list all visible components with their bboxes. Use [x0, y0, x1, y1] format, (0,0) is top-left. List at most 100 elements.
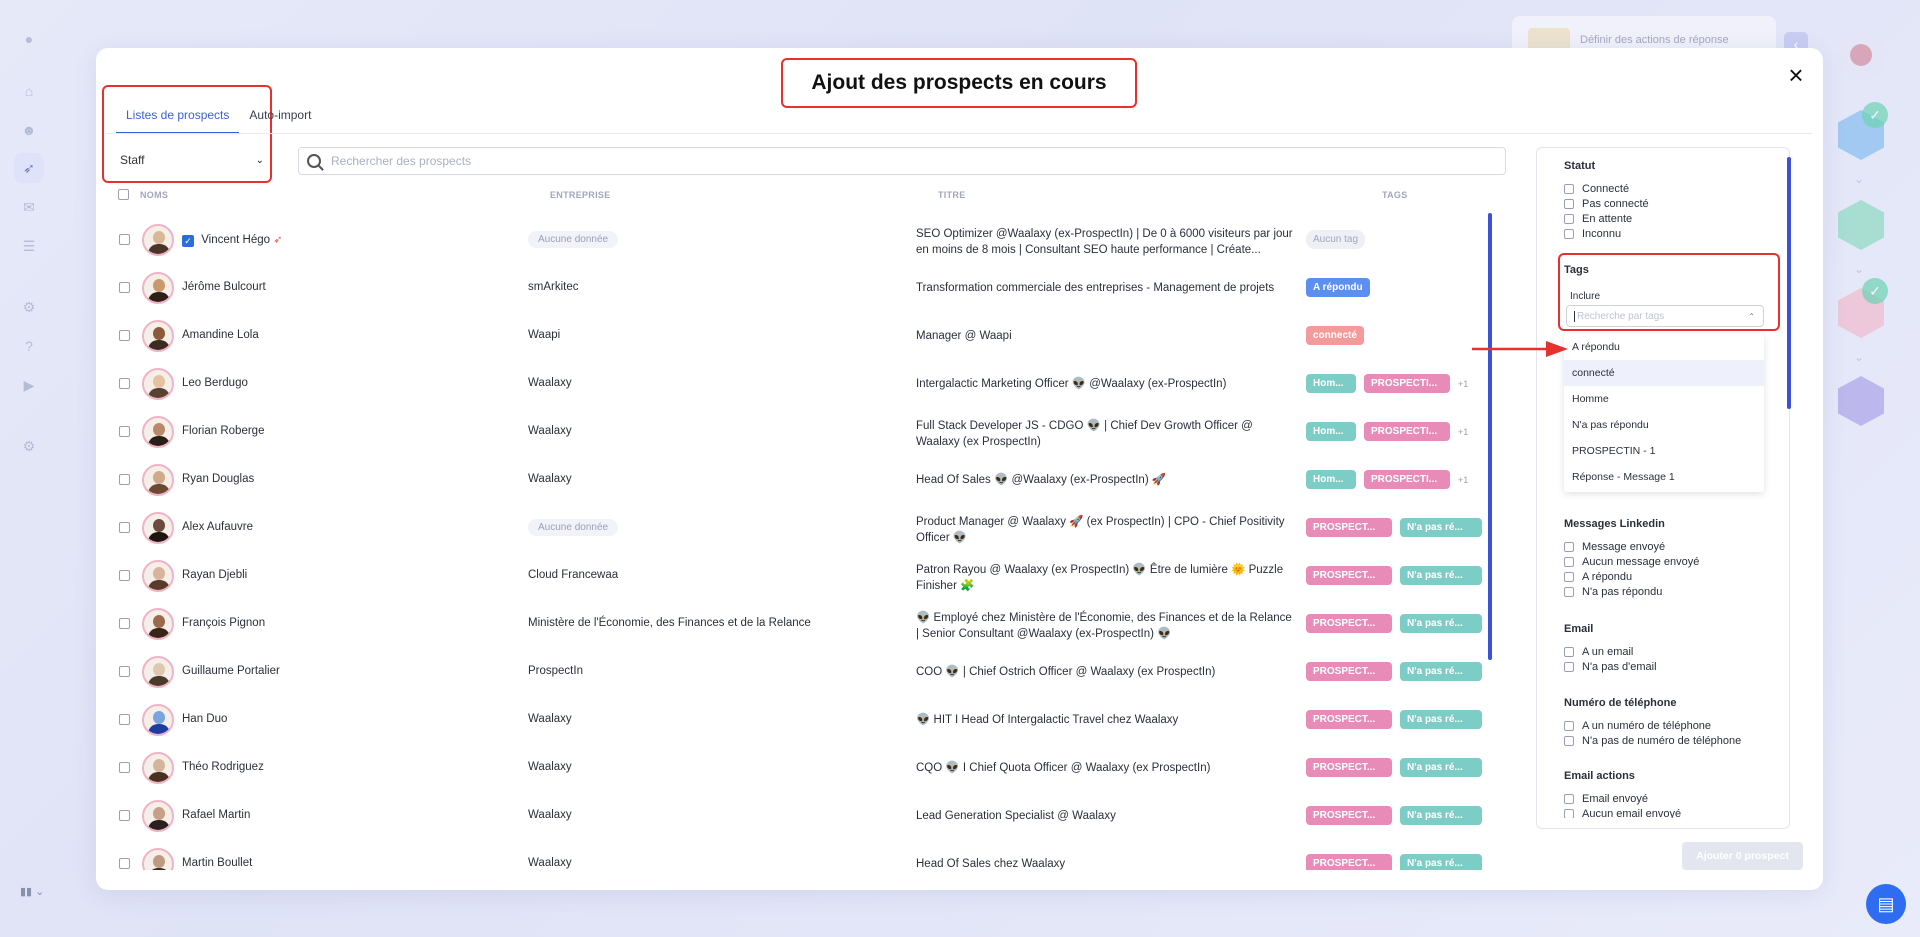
table-row[interactable]: François Pignon Ministère de l'Économie,…	[116, 600, 1516, 648]
support-chat-icon[interactable]: ▤	[1866, 884, 1906, 924]
filter-option[interactable]: En attente	[1564, 211, 1649, 226]
filter-option[interactable]: A un numéro de téléphone	[1564, 718, 1741, 733]
user-avatar[interactable]	[1836, 30, 1886, 80]
row-checkbox[interactable]	[119, 426, 130, 437]
row-checkbox[interactable]	[119, 570, 130, 581]
row-checkbox[interactable]	[119, 330, 130, 341]
filter-checkbox[interactable]	[1564, 571, 1574, 582]
prospect-name[interactable]: Florian Roberge	[182, 425, 264, 437]
select-all-checkbox[interactable]	[118, 189, 129, 200]
row-checkbox[interactable]	[119, 474, 130, 485]
filter-option[interactable]: A répondu	[1564, 569, 1699, 584]
language-flag-icon[interactable]: ▮▮ ⌄	[20, 886, 45, 898]
settings-icon[interactable]: ⚙	[22, 437, 36, 454]
filter-option[interactable]: Message envoyé	[1564, 539, 1699, 554]
tab-prospect-lists[interactable]: Listes de prospects	[116, 108, 240, 134]
home-icon[interactable]: ⌂	[24, 83, 34, 99]
gear-icon[interactable]: ⚙	[22, 298, 36, 315]
table-row[interactable]: Florian Roberge Waalaxy Full Stack Devel…	[116, 408, 1516, 456]
table-row[interactable]: Jérôme Bulcourt smArkitec Transformation…	[116, 264, 1516, 312]
tag-option[interactable]: N'a pas répondu	[1572, 419, 1649, 431]
close-icon[interactable]: ×	[1788, 60, 1804, 90]
row-checkbox[interactable]	[119, 858, 130, 869]
table-row[interactable]: Alex Aufauvre Aucune donnée Product Mana…	[116, 504, 1516, 552]
table-row[interactable]: Leo Berdugo Waalaxy Intergalactic Market…	[116, 360, 1516, 408]
table-row[interactable]: ✓ Vincent Hégo ➶ Aucune donnée SEO Optim…	[116, 216, 1516, 264]
row-checkbox[interactable]	[119, 378, 130, 389]
row-checkbox[interactable]	[119, 618, 130, 629]
table-row[interactable]: Martin Boullet Waalaxy Head Of Sales che…	[116, 840, 1516, 870]
filter-checkbox[interactable]	[1564, 541, 1574, 552]
prospect-list-select[interactable]: Staff ⌄	[116, 148, 268, 172]
prospect-name[interactable]: François Pignon	[182, 617, 265, 629]
row-checkbox[interactable]	[119, 714, 130, 725]
filter-option[interactable]: A un email	[1564, 644, 1657, 659]
filter-checkbox[interactable]	[1564, 646, 1574, 657]
more-tags[interactable]: +1	[1458, 378, 1469, 389]
tab-auto-import[interactable]: Auto-import	[249, 108, 312, 122]
filter-option[interactable]: Email envoyé	[1564, 791, 1681, 806]
filter-checkbox[interactable]	[1564, 661, 1574, 672]
filter-checkbox[interactable]	[1564, 213, 1574, 224]
table-row[interactable]: Rafael Martin Waalaxy Lead Generation Sp…	[116, 792, 1516, 840]
table-row[interactable]: Théo Rodriguez Waalaxy CQO 👽 I Chief Quo…	[116, 744, 1516, 792]
tag-option[interactable]: Réponse - Message 1	[1572, 471, 1675, 483]
prospect-name[interactable]: Rayan Djebli	[182, 569, 247, 581]
filter-checkbox[interactable]	[1564, 735, 1574, 746]
prospect-name[interactable]: Jérôme Bulcourt	[182, 281, 266, 293]
filter-scrollbar[interactable]	[1787, 157, 1791, 409]
add-prospects-button[interactable]: Ajouter 0 prospect	[1682, 842, 1803, 870]
prospect-name[interactable]: Amandine Lola	[182, 329, 259, 341]
row-checkbox[interactable]	[119, 810, 130, 821]
filter-checkbox[interactable]	[1564, 720, 1574, 731]
prospect-name[interactable]: Alex Aufauvre	[182, 521, 253, 533]
tag-option[interactable]: A répondu	[1572, 341, 1620, 353]
filter-checkbox[interactable]	[1564, 556, 1574, 567]
filter-option[interactable]: Pas connecté	[1564, 196, 1649, 211]
prospect-name[interactable]: Martin Boullet	[182, 857, 252, 869]
table-row[interactable]: Han Duo Waalaxy 👽 HIT I Head Of Intergal…	[116, 696, 1516, 744]
row-checkbox[interactable]	[119, 522, 130, 533]
prospect-name[interactable]: Rafael Martin	[182, 809, 250, 821]
tag-option[interactable]: Homme	[1572, 393, 1609, 405]
filter-checkbox[interactable]	[1564, 183, 1574, 194]
tag-option[interactable]: PROSPECTIN - 1	[1572, 445, 1656, 457]
filter-option[interactable]: Aucun message envoyé	[1564, 554, 1699, 569]
chat-icon[interactable]: ✉	[23, 198, 35, 215]
filter-checkbox[interactable]	[1564, 198, 1574, 209]
row-checkbox[interactable]	[119, 762, 130, 773]
play-icon[interactable]: ▶	[23, 376, 35, 393]
table-row[interactable]: Amandine Lola Waapi Manager @ Waapi conn…	[116, 312, 1516, 360]
prospect-name[interactable]: Leo Berdugo	[182, 377, 248, 389]
filter-option[interactable]: N'a pas d'email	[1564, 659, 1657, 674]
logo-icon[interactable]: ●	[24, 31, 34, 47]
filter-option[interactable]: Inconnu	[1564, 226, 1649, 241]
row-checkbox[interactable]	[119, 666, 130, 677]
more-tags[interactable]: +1	[1458, 426, 1469, 437]
tag-option[interactable]: connecté	[1564, 360, 1764, 386]
table-row[interactable]: Guillaume Portalier ProspectIn COO 👽 | C…	[116, 648, 1516, 696]
rocket-icon[interactable]: ➶	[14, 153, 44, 183]
prospect-name[interactable]: ✓ Vincent Hégo ➶	[182, 233, 282, 247]
filter-option[interactable]: N'a pas de numéro de téléphone	[1564, 733, 1741, 748]
table-row[interactable]: Rayan Djebli Cloud Francewaa Patron Rayo…	[116, 552, 1516, 600]
search-input[interactable]	[331, 154, 1431, 168]
people-icon[interactable]: ☻	[21, 122, 37, 138]
filter-checkbox[interactable]	[1564, 808, 1574, 818]
chevron-up-icon[interactable]: ⌃	[1748, 311, 1755, 321]
filter-checkbox[interactable]	[1564, 228, 1574, 239]
filter-option[interactable]: N'a pas répondu	[1564, 584, 1699, 599]
help-icon[interactable]: ?	[25, 338, 33, 354]
filter-option[interactable]: Connecté	[1564, 181, 1649, 196]
prospect-name[interactable]: Ryan Douglas	[182, 473, 254, 485]
filter-checkbox[interactable]	[1564, 793, 1574, 804]
more-tags[interactable]: +1	[1458, 474, 1469, 485]
prospect-name[interactable]: Théo Rodriguez	[182, 761, 264, 773]
table-row[interactable]: Ryan Douglas Waalaxy Head Of Sales 👽 @Wa…	[116, 456, 1516, 504]
prospect-name[interactable]: Han Duo	[182, 713, 227, 725]
filter-checkbox[interactable]	[1564, 586, 1574, 597]
filter-option[interactable]: Aucun email envoyé	[1564, 806, 1681, 818]
table-scrollbar[interactable]	[1488, 213, 1492, 660]
row-checkbox[interactable]	[119, 234, 130, 245]
prospect-name[interactable]: Guillaume Portalier	[182, 665, 280, 677]
